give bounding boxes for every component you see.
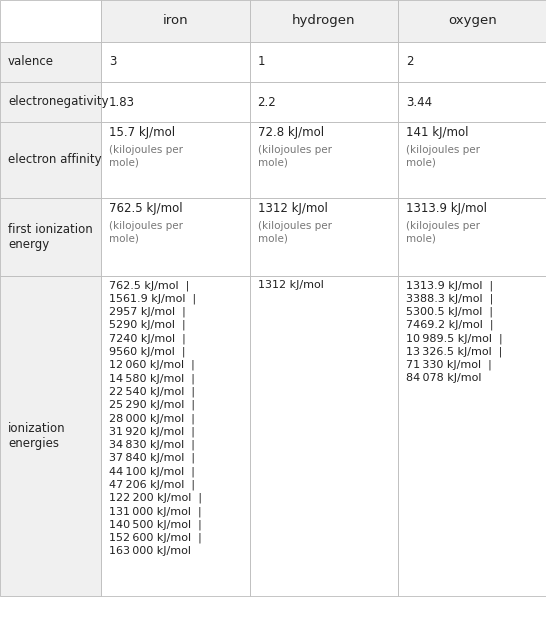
Bar xyxy=(0,0,101,42)
Bar xyxy=(101,198,250,276)
Bar xyxy=(0,122,101,198)
Text: electron affinity: electron affinity xyxy=(8,154,102,167)
Bar xyxy=(398,42,546,82)
Bar xyxy=(398,0,546,42)
Text: electronegativity: electronegativity xyxy=(8,96,109,108)
Text: first ionization
energy: first ionization energy xyxy=(8,223,93,251)
Bar xyxy=(0,276,101,596)
Bar xyxy=(250,42,398,82)
Text: 1312 kJ/mol: 1312 kJ/mol xyxy=(258,202,328,215)
Text: (kilojoules per
mole): (kilojoules per mole) xyxy=(406,221,480,244)
Text: 762.5 kJ/mol  |
1561.9 kJ/mol  |
2957 kJ/mol  |
5290 kJ/mol  |
7240 kJ/mol  |
95: 762.5 kJ/mol | 1561.9 kJ/mol | 2957 kJ/m… xyxy=(109,280,202,556)
Text: (kilojoules per
mole): (kilojoules per mole) xyxy=(406,145,480,167)
Bar xyxy=(250,198,398,276)
Text: 1313.9 kJ/mol: 1313.9 kJ/mol xyxy=(406,202,487,215)
Text: iron: iron xyxy=(163,15,188,27)
Text: 1: 1 xyxy=(258,56,265,68)
Bar xyxy=(101,276,250,596)
Text: (kilojoules per
mole): (kilojoules per mole) xyxy=(109,145,183,167)
Bar xyxy=(398,276,546,596)
Bar xyxy=(250,82,398,122)
Text: 762.5 kJ/mol: 762.5 kJ/mol xyxy=(109,202,182,215)
Text: 2.2: 2.2 xyxy=(258,96,276,108)
Text: 15.7 kJ/mol: 15.7 kJ/mol xyxy=(109,126,175,139)
Bar xyxy=(398,122,546,198)
Bar xyxy=(0,42,101,82)
Text: 1.83: 1.83 xyxy=(109,96,135,108)
Bar xyxy=(250,122,398,198)
Bar xyxy=(250,0,398,42)
Text: hydrogen: hydrogen xyxy=(292,15,355,27)
Bar xyxy=(101,0,250,42)
Bar xyxy=(398,82,546,122)
Text: 3.44: 3.44 xyxy=(406,96,432,108)
Bar xyxy=(101,122,250,198)
Bar xyxy=(250,276,398,596)
Text: 141 kJ/mol: 141 kJ/mol xyxy=(406,126,468,139)
Text: (kilojoules per
mole): (kilojoules per mole) xyxy=(109,221,183,244)
Bar xyxy=(101,42,250,82)
Bar xyxy=(101,82,250,122)
Text: (kilojoules per
mole): (kilojoules per mole) xyxy=(258,221,331,244)
Bar xyxy=(0,198,101,276)
Text: ionization
energies: ionization energies xyxy=(8,422,66,450)
Bar xyxy=(0,82,101,122)
Bar xyxy=(398,198,546,276)
Text: oxygen: oxygen xyxy=(448,15,497,27)
Text: 72.8 kJ/mol: 72.8 kJ/mol xyxy=(258,126,324,139)
Text: (kilojoules per
mole): (kilojoules per mole) xyxy=(258,145,331,167)
Text: 1313.9 kJ/mol  |
3388.3 kJ/mol  |
5300.5 kJ/mol  |
7469.2 kJ/mol  |
10 989.5 kJ/: 1313.9 kJ/mol | 3388.3 kJ/mol | 5300.5 k… xyxy=(406,280,503,383)
Text: 2: 2 xyxy=(406,56,413,68)
Text: 3: 3 xyxy=(109,56,116,68)
Text: valence: valence xyxy=(8,56,54,68)
Text: 1312 kJ/mol: 1312 kJ/mol xyxy=(258,280,323,290)
